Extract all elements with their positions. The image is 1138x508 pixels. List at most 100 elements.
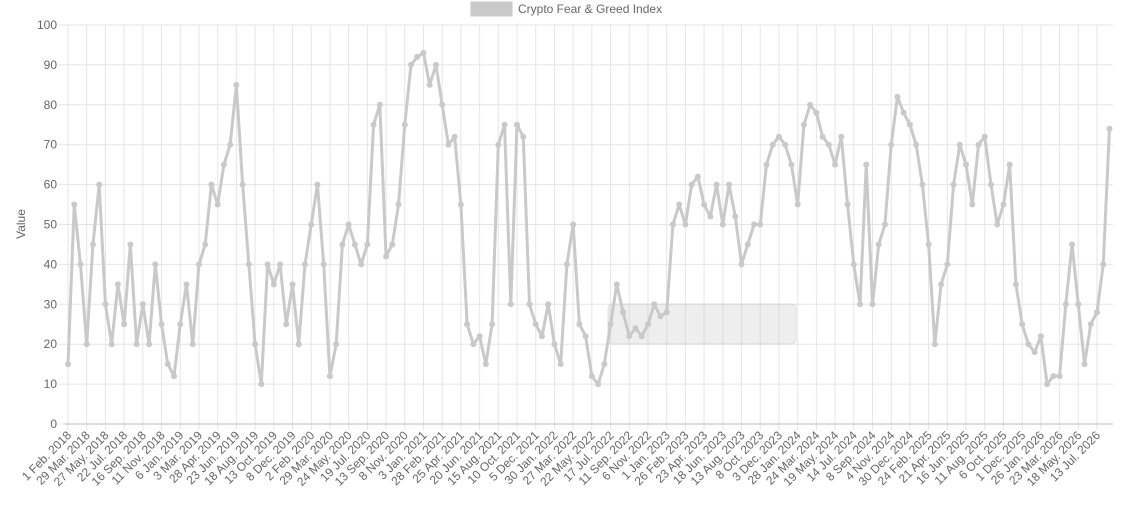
data-point — [383, 253, 390, 260]
data-point — [526, 301, 533, 308]
data-point — [838, 133, 845, 140]
data-point — [738, 261, 745, 268]
data-point — [582, 333, 589, 340]
data-point — [464, 321, 471, 328]
y-axis-title: Value — [14, 209, 28, 239]
y-tick-label: 30 — [44, 297, 58, 311]
data-point — [314, 181, 321, 188]
data-point — [1006, 161, 1013, 168]
data-point — [451, 133, 458, 140]
data-point — [538, 333, 545, 340]
data-point — [77, 261, 84, 268]
data-point — [408, 61, 414, 68]
data-point — [975, 141, 982, 148]
data-point — [651, 301, 658, 308]
data-point — [1044, 381, 1051, 388]
data-line — [66, 51, 1111, 386]
data-point — [800, 121, 807, 128]
y-tick-label: 70 — [44, 138, 58, 152]
data-point — [239, 181, 246, 188]
data-point — [588, 373, 595, 380]
data-point — [202, 241, 209, 248]
data-point — [620, 309, 627, 316]
data-point — [370, 121, 377, 128]
data-point — [906, 121, 913, 128]
data-point — [875, 241, 882, 248]
data-point — [501, 121, 508, 128]
data-point — [707, 213, 714, 220]
data-point — [682, 221, 689, 228]
data-point — [657, 313, 664, 320]
data-point — [1031, 349, 1038, 356]
data-point — [139, 301, 146, 308]
legend-label[interactable]: Crypto Fear & Greed Index — [518, 2, 662, 16]
data-point — [183, 281, 190, 288]
data-point — [744, 241, 751, 248]
data-point — [351, 241, 358, 248]
data-point — [626, 333, 633, 340]
data-point — [925, 241, 932, 248]
data-point — [1000, 201, 1007, 208]
data-point — [676, 201, 683, 208]
data-point — [701, 201, 708, 208]
data-point — [1087, 321, 1094, 328]
data-point — [788, 161, 795, 168]
data-point — [114, 281, 121, 288]
data-point — [245, 261, 252, 268]
data-point — [489, 321, 496, 328]
data-point — [644, 321, 651, 328]
data-point — [89, 241, 96, 248]
data-point — [401, 121, 408, 128]
data-point — [688, 181, 695, 188]
data-point — [308, 221, 315, 228]
data-point — [439, 101, 446, 108]
data-point — [333, 341, 340, 348]
data-point — [345, 221, 352, 228]
legend-swatch[interactable] — [470, 1, 513, 17]
data-point — [445, 141, 452, 148]
data-point — [71, 201, 78, 208]
data-point — [956, 141, 963, 148]
data-point — [364, 241, 371, 248]
data-point — [520, 133, 527, 140]
data-point — [551, 341, 558, 348]
data-point — [813, 109, 820, 116]
data-point — [320, 261, 327, 268]
data-point — [919, 181, 926, 188]
data-point — [900, 109, 907, 116]
data-point — [844, 201, 851, 208]
data-point — [164, 361, 171, 368]
data-point — [881, 221, 888, 228]
data-point — [432, 61, 439, 68]
data-point — [938, 281, 945, 288]
data-point — [931, 341, 938, 348]
data-point — [358, 261, 365, 268]
data-point — [713, 181, 720, 188]
data-point — [277, 261, 284, 268]
y-tick-label: 10 — [44, 377, 58, 391]
data-point — [96, 181, 103, 188]
data-point — [233, 81, 240, 88]
data-point — [326, 373, 333, 380]
data-point — [426, 81, 433, 88]
data-point — [1106, 125, 1113, 132]
data-point — [987, 181, 994, 188]
data-point — [1069, 241, 1076, 248]
data-point — [807, 101, 814, 108]
data-point — [420, 49, 427, 56]
data-point — [819, 133, 826, 140]
data-point — [632, 325, 639, 332]
data-point — [850, 261, 857, 268]
data-point — [782, 141, 789, 148]
y-tick-label: 20 — [44, 337, 58, 351]
data-point — [514, 121, 521, 128]
data-point — [189, 341, 196, 348]
data-point — [270, 281, 277, 288]
data-point — [152, 261, 159, 268]
data-point — [495, 141, 502, 148]
data-point — [264, 261, 271, 268]
data-point — [171, 373, 178, 380]
data-point — [1081, 361, 1088, 368]
data-point — [146, 341, 153, 348]
